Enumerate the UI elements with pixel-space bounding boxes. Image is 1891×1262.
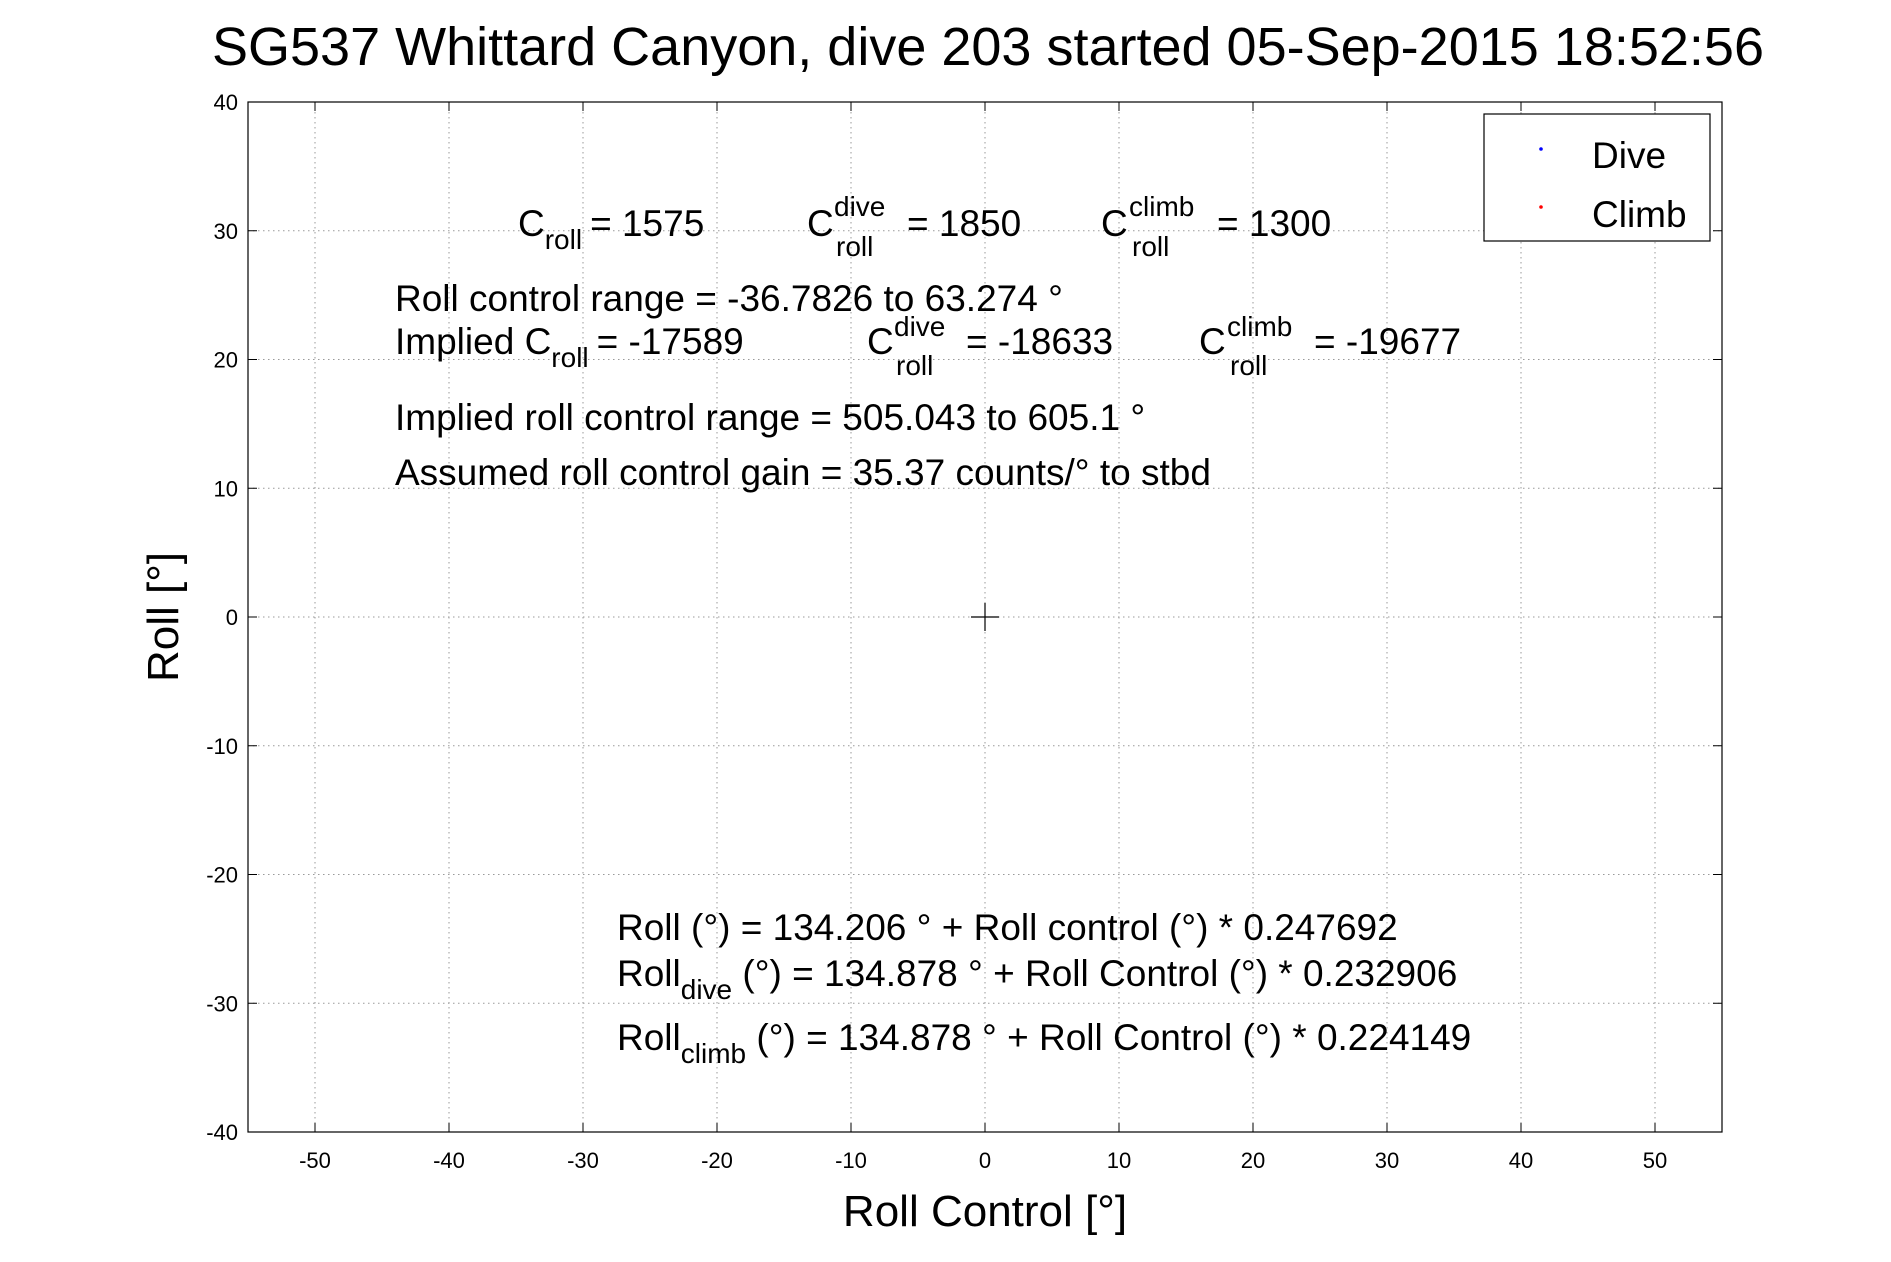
x-tick-label: 30 [1375, 1148, 1399, 1173]
legend-marker-dive [1539, 147, 1543, 151]
x-tick-label: -50 [299, 1148, 331, 1173]
x-tick-label: -40 [433, 1148, 465, 1173]
legend-label-dive: Dive [1592, 135, 1666, 176]
y-tick-label: 30 [214, 219, 238, 244]
y-tick-label: -40 [206, 1120, 238, 1145]
x-tick-label: 0 [979, 1148, 991, 1173]
annotation-implied-c-roll-dive-value: = -18633 [966, 321, 1113, 362]
annotation-implied-c-roll-dive-sup: dive [894, 311, 945, 342]
annotation-implied-c-roll-dive-sub: roll [896, 350, 933, 381]
center-plus-marker [971, 603, 999, 631]
x-tick-label: -30 [567, 1148, 599, 1173]
annotation-implied-c-roll-climb-sup: climb [1227, 311, 1292, 342]
y-tick-label: -20 [206, 863, 238, 888]
axis-ticks: -50 -40 -30 -20 -10 0 10 20 30 40 50 -40 -30 -20 -10 0 1… [206, 90, 1722, 1173]
annotation-c-roll-dive-sub: roll [836, 231, 873, 262]
annotation-implied-c-roll-climb-value: = -19677 [1314, 321, 1461, 362]
annotation-fit-all: Roll (°) = 134.206 ° + Roll control (°) … [617, 907, 1398, 948]
legend-box [1483, 113, 1711, 242]
annotation-implied-range: Implied roll control range = 505.043 to … [395, 397, 1145, 438]
annotation-gain: Assumed roll control gain = 35.37 counts… [395, 452, 1211, 493]
x-tick-label: 10 [1107, 1148, 1131, 1173]
annotation-c-roll-climb-sup: climb [1129, 191, 1194, 222]
x-tick-label: 20 [1241, 1148, 1265, 1173]
x-tick-label: 50 [1643, 1148, 1667, 1173]
annotation-c-roll-climb-sub: roll [1132, 231, 1169, 262]
annotation-implied-c-roll-climb: C [1199, 321, 1226, 362]
annotation-c-roll-climb: C [1101, 203, 1128, 244]
x-tick-label: -10 [835, 1148, 867, 1173]
annotation-implied-c-roll-dive: C [867, 321, 894, 362]
annotation-c-roll-dive-value: = 1850 [907, 203, 1021, 244]
y-tick-label: 0 [226, 605, 238, 630]
x-tick-label: -20 [701, 1148, 733, 1173]
annotation-implied-c-roll-climb-sub: roll [1230, 350, 1267, 381]
annotation-c-roll: Croll = 1575 [518, 203, 704, 255]
y-tick-label: 10 [214, 476, 238, 501]
annotation-fits: Roll (°) = 134.206 ° + Roll control (°) … [617, 907, 1471, 1069]
chart-title: SG537 Whittard Canyon, dive 203 started … [212, 17, 1764, 77]
legend-label-climb: Climb [1592, 194, 1687, 235]
x-axis-label: Roll Control [°] [843, 1187, 1127, 1236]
y-tick-label: -10 [206, 734, 238, 759]
annotation-roll-control-range: Roll control range = -36.7826 to 63.274 … [395, 278, 1063, 319]
annotation-c-roll-climb-value: = 1300 [1217, 203, 1331, 244]
annotation-implied-c-roll: Implied Croll = -17589 [395, 321, 744, 373]
legend: Dive Climb [1483, 113, 1711, 242]
annotation-coefficients: Croll = 1575 C dive roll = 1850 C climb r… [395, 191, 1461, 493]
y-tick-label: -30 [206, 991, 238, 1016]
data-marks [971, 603, 999, 631]
legend-marker-climb [1539, 205, 1543, 209]
annotation-fit-dive: Rolldive (°) = 134.878 ° + Roll Control … [617, 953, 1457, 1005]
annotation-c-roll-dive-sup: dive [834, 191, 885, 222]
grid [248, 101, 1722, 1133]
y-tick-label: 20 [214, 348, 238, 373]
y-axis-label: Roll [°] [139, 552, 188, 682]
y-tick-label: 40 [214, 90, 238, 115]
annotation-c-roll-dive: C [807, 203, 834, 244]
x-tick-label: 40 [1509, 1148, 1533, 1173]
annotation-fit-climb: Rollclimb (°) = 134.878 ° + Roll Control… [617, 1017, 1471, 1069]
